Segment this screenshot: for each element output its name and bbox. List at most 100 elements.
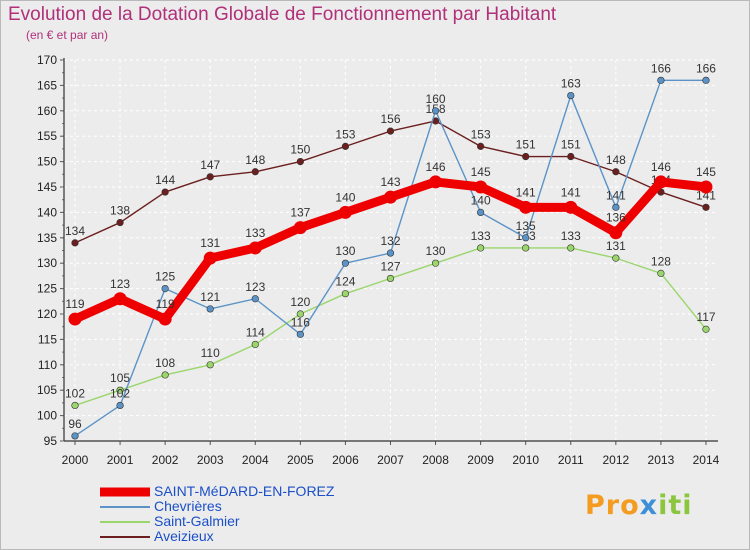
data-label-aveizieux: 147 bbox=[200, 158, 220, 172]
data-label-aveizieux: 156 bbox=[380, 112, 400, 126]
data-point-saint-m-dard-en-forez bbox=[203, 251, 217, 265]
data-point-chevri-res bbox=[522, 234, 530, 242]
data-label-chevri-res: 135 bbox=[516, 219, 536, 233]
data-label-chevri-res: 130 bbox=[335, 244, 355, 258]
data-point-saint-galmier bbox=[251, 340, 259, 349]
data-point-saint-m-dard-en-forez bbox=[383, 190, 397, 204]
data-point-aveizieux bbox=[116, 218, 124, 227]
data-label-chevri-res: 116 bbox=[291, 315, 310, 329]
x-tick-label: 2010 bbox=[512, 453, 539, 467]
legend-item-aveizieux: Aveizieux bbox=[98, 529, 334, 544]
data-label-chevri-res: 102 bbox=[110, 386, 130, 400]
data-label-aveizieux: 148 bbox=[606, 153, 626, 167]
data-label-saint-galmier: 133 bbox=[561, 229, 581, 243]
legend-swatch-chevri-res bbox=[100, 505, 150, 508]
data-label-aveizieux: 144 bbox=[155, 173, 175, 187]
data-label-saint-m-dard-en-forez: 140 bbox=[335, 190, 355, 204]
y-tick-label: 105 bbox=[37, 383, 57, 397]
data-label-saint-galmier: 102 bbox=[65, 386, 85, 400]
data-point-saint-galmier bbox=[657, 269, 665, 277]
data-point-saint-galmier bbox=[522, 244, 530, 252]
y-tick-label: 145 bbox=[37, 180, 57, 194]
data-label-chevri-res: 166 bbox=[696, 61, 716, 75]
y-tick-label: 110 bbox=[38, 358, 57, 372]
data-point-aveizieux bbox=[71, 239, 79, 247]
legend-item-saint-galmier: Saint-Galmier bbox=[98, 514, 334, 529]
y-tick-label: 150 bbox=[37, 155, 57, 169]
data-label-saint-m-dard-en-forez: 145 bbox=[696, 165, 716, 179]
data-point-saint-m-dard-en-forez bbox=[68, 312, 82, 326]
data-label-saint-galmier: 105 bbox=[110, 371, 130, 385]
y-tick-label: 95 bbox=[44, 434, 58, 448]
logo-part-x: x bbox=[639, 490, 659, 521]
data-label-aveizieux: 153 bbox=[471, 127, 491, 141]
data-point-saint-m-dard-en-forez bbox=[474, 180, 488, 194]
logo-part-iti: iti bbox=[658, 490, 693, 521]
data-point-saint-galmier bbox=[702, 325, 710, 333]
data-label-chevri-res: 132 bbox=[380, 234, 400, 248]
data-label-chevri-res: 125 bbox=[155, 270, 175, 284]
legend-label-aveizieux: Aveizieux bbox=[154, 528, 214, 544]
logo-part-pro: Pro bbox=[585, 490, 640, 521]
data-label-saint-m-dard-en-forez: 141 bbox=[561, 185, 581, 199]
data-point-saint-m-dard-en-forez bbox=[113, 292, 127, 306]
data-label-saint-galmier: 108 bbox=[155, 356, 175, 370]
y-tick-label: 170 bbox=[37, 53, 57, 67]
data-label-aveizieux: 134 bbox=[65, 224, 85, 238]
data-point-saint-galmier bbox=[567, 244, 575, 252]
data-label-chevri-res: 163 bbox=[561, 77, 581, 91]
data-label-aveizieux: 138 bbox=[110, 204, 130, 218]
x-tick-label: 2001 bbox=[107, 453, 134, 467]
data-label-saint-galmier: 124 bbox=[335, 275, 355, 289]
data-point-chevri-res bbox=[251, 295, 259, 303]
data-point-saint-m-dard-en-forez bbox=[158, 312, 172, 326]
data-point-saint-galmier bbox=[161, 371, 169, 379]
data-point-aveizieux bbox=[296, 158, 304, 166]
data-label-saint-m-dard-en-forez: 133 bbox=[245, 226, 265, 240]
data-label-aveizieux: 150 bbox=[290, 143, 310, 157]
data-point-chevri-res bbox=[567, 91, 575, 100]
data-point-saint-galmier bbox=[206, 361, 214, 369]
data-point-aveizieux bbox=[161, 188, 169, 196]
data-label-saint-galmier: 110 bbox=[201, 346, 220, 360]
chart-subtitle: (en € et par an) bbox=[26, 28, 109, 42]
x-tick-label: 2009 bbox=[467, 453, 494, 467]
data-point-saint-galmier bbox=[341, 290, 350, 298]
x-tick-label: 2004 bbox=[242, 453, 269, 467]
data-label-chevri-res: 160 bbox=[426, 92, 446, 106]
data-point-aveizieux bbox=[702, 203, 710, 211]
data-label-saint-m-dard-en-forez: 137 bbox=[290, 206, 310, 220]
data-label-saint-m-dard-en-forez: 143 bbox=[380, 175, 400, 189]
y-tick-label: 160 bbox=[37, 104, 57, 118]
data-label-saint-m-dard-en-forez: 123 bbox=[110, 277, 130, 291]
data-point-saint-m-dard-en-forez bbox=[248, 241, 262, 255]
proxiti-logo: Proxiti bbox=[585, 490, 693, 521]
legend-label-chevri-res: Chevrières bbox=[154, 498, 222, 514]
data-point-saint-m-dard-en-forez bbox=[654, 175, 668, 189]
data-label-saint-m-dard-en-forez: 131 bbox=[200, 236, 220, 250]
data-label-saint-galmier: 114 bbox=[246, 325, 265, 339]
data-point-chevri-res bbox=[206, 305, 214, 313]
y-tick-label: 130 bbox=[37, 256, 57, 270]
data-point-chevri-res bbox=[477, 208, 485, 216]
data-point-saint-m-dard-en-forez bbox=[699, 180, 713, 194]
data-label-aveizieux: 151 bbox=[516, 138, 536, 152]
data-point-chevri-res bbox=[702, 76, 710, 84]
data-label-saint-m-dard-en-forez: 119 bbox=[156, 297, 175, 311]
y-tick-label: 140 bbox=[37, 205, 57, 219]
data-label-saint-galmier: 131 bbox=[606, 239, 626, 253]
data-point-chevri-res bbox=[341, 259, 350, 267]
data-point-saint-galmier bbox=[71, 401, 79, 410]
x-tick-label: 2007 bbox=[377, 453, 404, 467]
data-label-chevri-res: 166 bbox=[651, 61, 671, 75]
legend-item-chevri-res: Chevrières bbox=[98, 499, 334, 514]
data-point-aveizieux bbox=[477, 142, 485, 150]
x-tick-label: 2003 bbox=[197, 453, 224, 467]
data-point-chevri-res bbox=[71, 432, 79, 440]
chart-legend: SAINT-MéDARD-EN-FOREZ Chevrières Saint-Gal… bbox=[98, 484, 334, 544]
data-point-saint-m-dard-en-forez bbox=[609, 226, 623, 240]
data-point-aveizieux bbox=[567, 152, 575, 161]
data-point-chevri-res bbox=[657, 76, 665, 84]
y-tick-label: 115 bbox=[38, 332, 57, 346]
